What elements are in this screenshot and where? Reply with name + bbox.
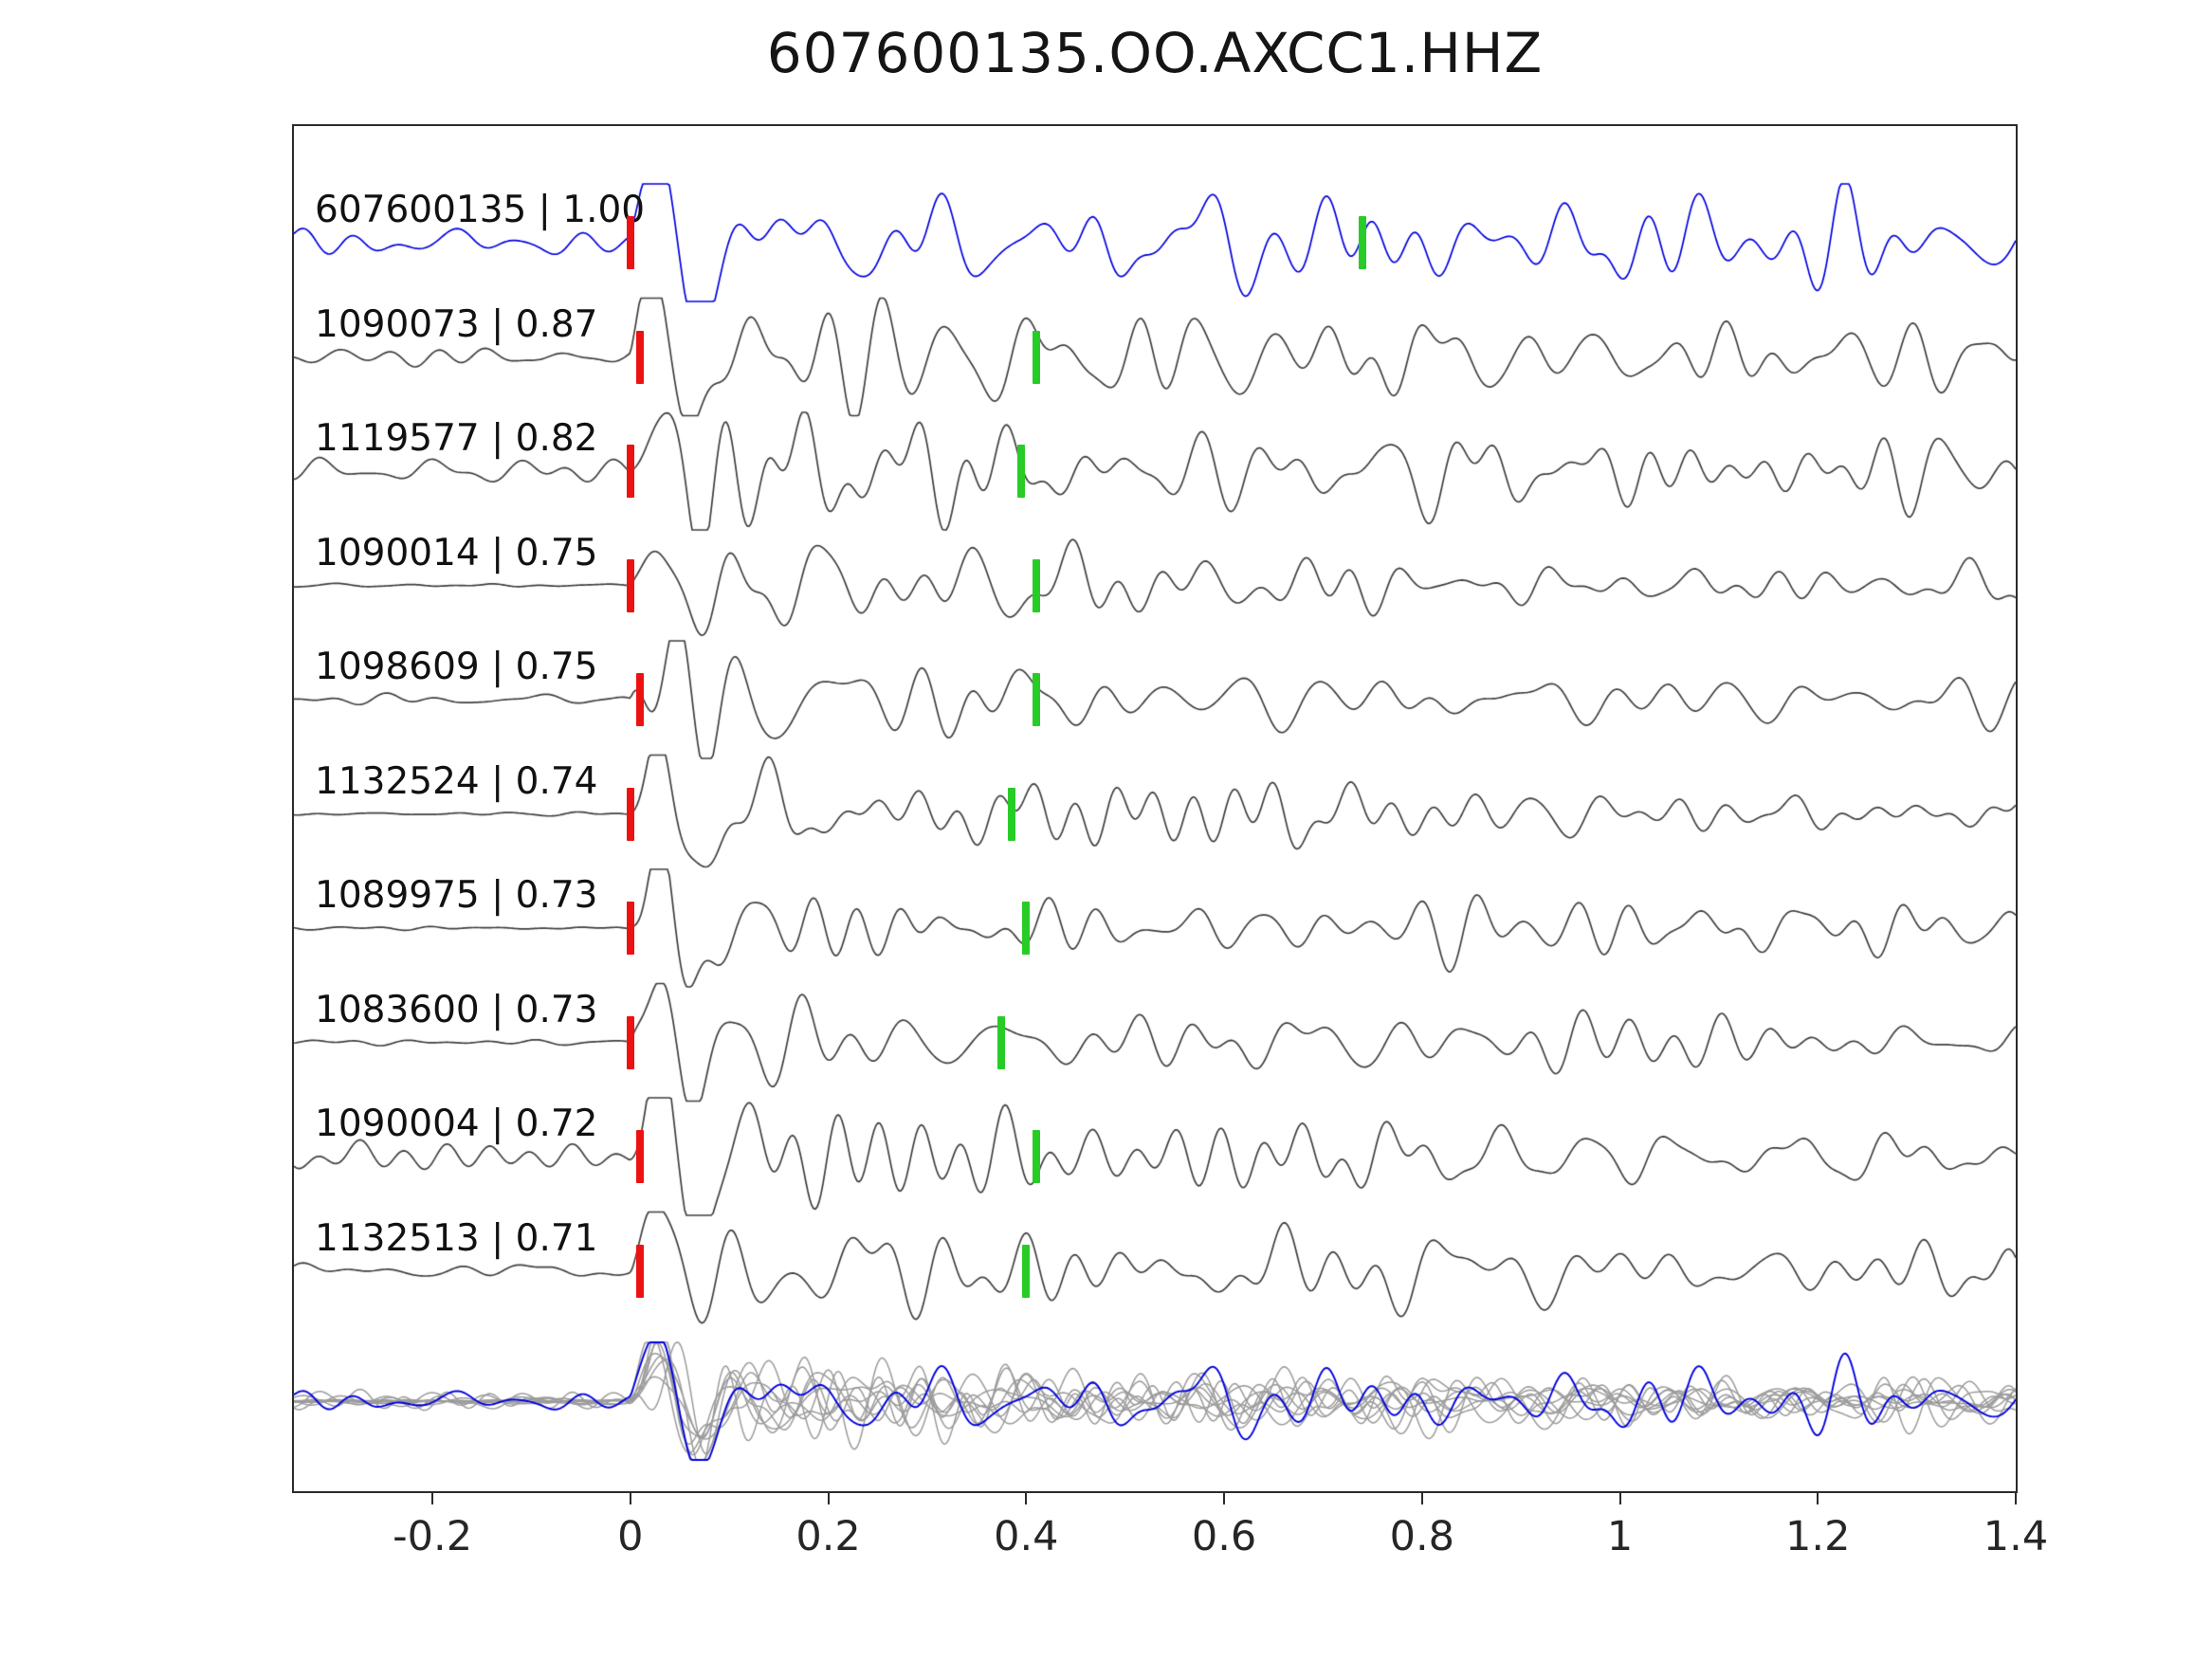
red-pick-marker bbox=[636, 1244, 645, 1298]
green-pick-marker bbox=[1017, 445, 1026, 498]
trace-label: 1132524 | 0.74 bbox=[315, 759, 598, 803]
red-pick-marker bbox=[626, 1015, 634, 1069]
x-tick-label: 0 bbox=[617, 1513, 644, 1560]
green-pick-marker bbox=[1022, 1244, 1031, 1298]
red-pick-marker bbox=[636, 1130, 645, 1183]
x-tick-mark bbox=[1223, 1493, 1226, 1504]
x-tick-mark bbox=[2015, 1493, 2017, 1504]
trace-label: 1090014 | 0.75 bbox=[315, 531, 598, 574]
trace-label: 1089975 | 0.73 bbox=[315, 874, 598, 917]
red-pick-marker bbox=[626, 787, 634, 841]
red-pick-marker bbox=[626, 216, 634, 269]
green-pick-marker bbox=[997, 1015, 1006, 1069]
x-tick-label: 1.4 bbox=[1983, 1513, 2049, 1560]
x-tick-label: 0.2 bbox=[795, 1513, 861, 1560]
trace-label: 1098609 | 0.75 bbox=[315, 646, 598, 688]
x-tick-mark bbox=[431, 1493, 434, 1504]
x-tick-mark bbox=[629, 1493, 631, 1504]
x-tick-mark bbox=[827, 1493, 830, 1504]
green-pick-marker bbox=[1007, 787, 1015, 841]
trace-label: 1119577 | 0.82 bbox=[315, 417, 598, 460]
x-tick-mark bbox=[1817, 1493, 1819, 1504]
x-tick-label: 0.4 bbox=[994, 1513, 1059, 1560]
trace-label: 1090073 | 0.87 bbox=[315, 302, 598, 346]
x-tick-mark bbox=[1420, 1493, 1423, 1504]
x-tick-label: 0.8 bbox=[1389, 1513, 1454, 1560]
red-pick-marker bbox=[636, 673, 645, 726]
plot-area: 607600135 | 1.00 1090073 | 0.87 1119577 | … bbox=[292, 124, 2018, 1493]
red-pick-marker bbox=[626, 558, 634, 612]
trace-label: 1083600 | 0.73 bbox=[315, 988, 598, 1031]
trace-label: 1132513 | 0.71 bbox=[315, 1216, 598, 1260]
trace-label: 607600135 | 1.00 bbox=[315, 189, 646, 231]
green-pick-marker bbox=[1359, 216, 1367, 269]
green-pick-marker bbox=[1032, 673, 1040, 726]
trace-label: 1090004 | 0.72 bbox=[315, 1103, 598, 1145]
green-pick-marker bbox=[1032, 330, 1040, 384]
x-tick-mark bbox=[1025, 1493, 1028, 1504]
green-pick-marker bbox=[1022, 902, 1031, 955]
x-tick-mark bbox=[1618, 1493, 1621, 1504]
x-tick-label: 0.6 bbox=[1191, 1513, 1257, 1560]
red-pick-marker bbox=[636, 330, 645, 384]
green-pick-marker bbox=[1032, 558, 1040, 612]
green-pick-marker bbox=[1032, 1130, 1040, 1183]
waveform-canvas bbox=[294, 126, 2016, 1491]
x-tick-label: -0.2 bbox=[393, 1513, 473, 1560]
figure-title: 607600135.OO.AXCC1.HHZ bbox=[766, 21, 1544, 85]
x-tick-label: 1 bbox=[1606, 1513, 1634, 1560]
red-pick-marker bbox=[626, 902, 634, 955]
x-tick-label: 1.2 bbox=[1785, 1513, 1851, 1560]
red-pick-marker bbox=[626, 445, 634, 498]
